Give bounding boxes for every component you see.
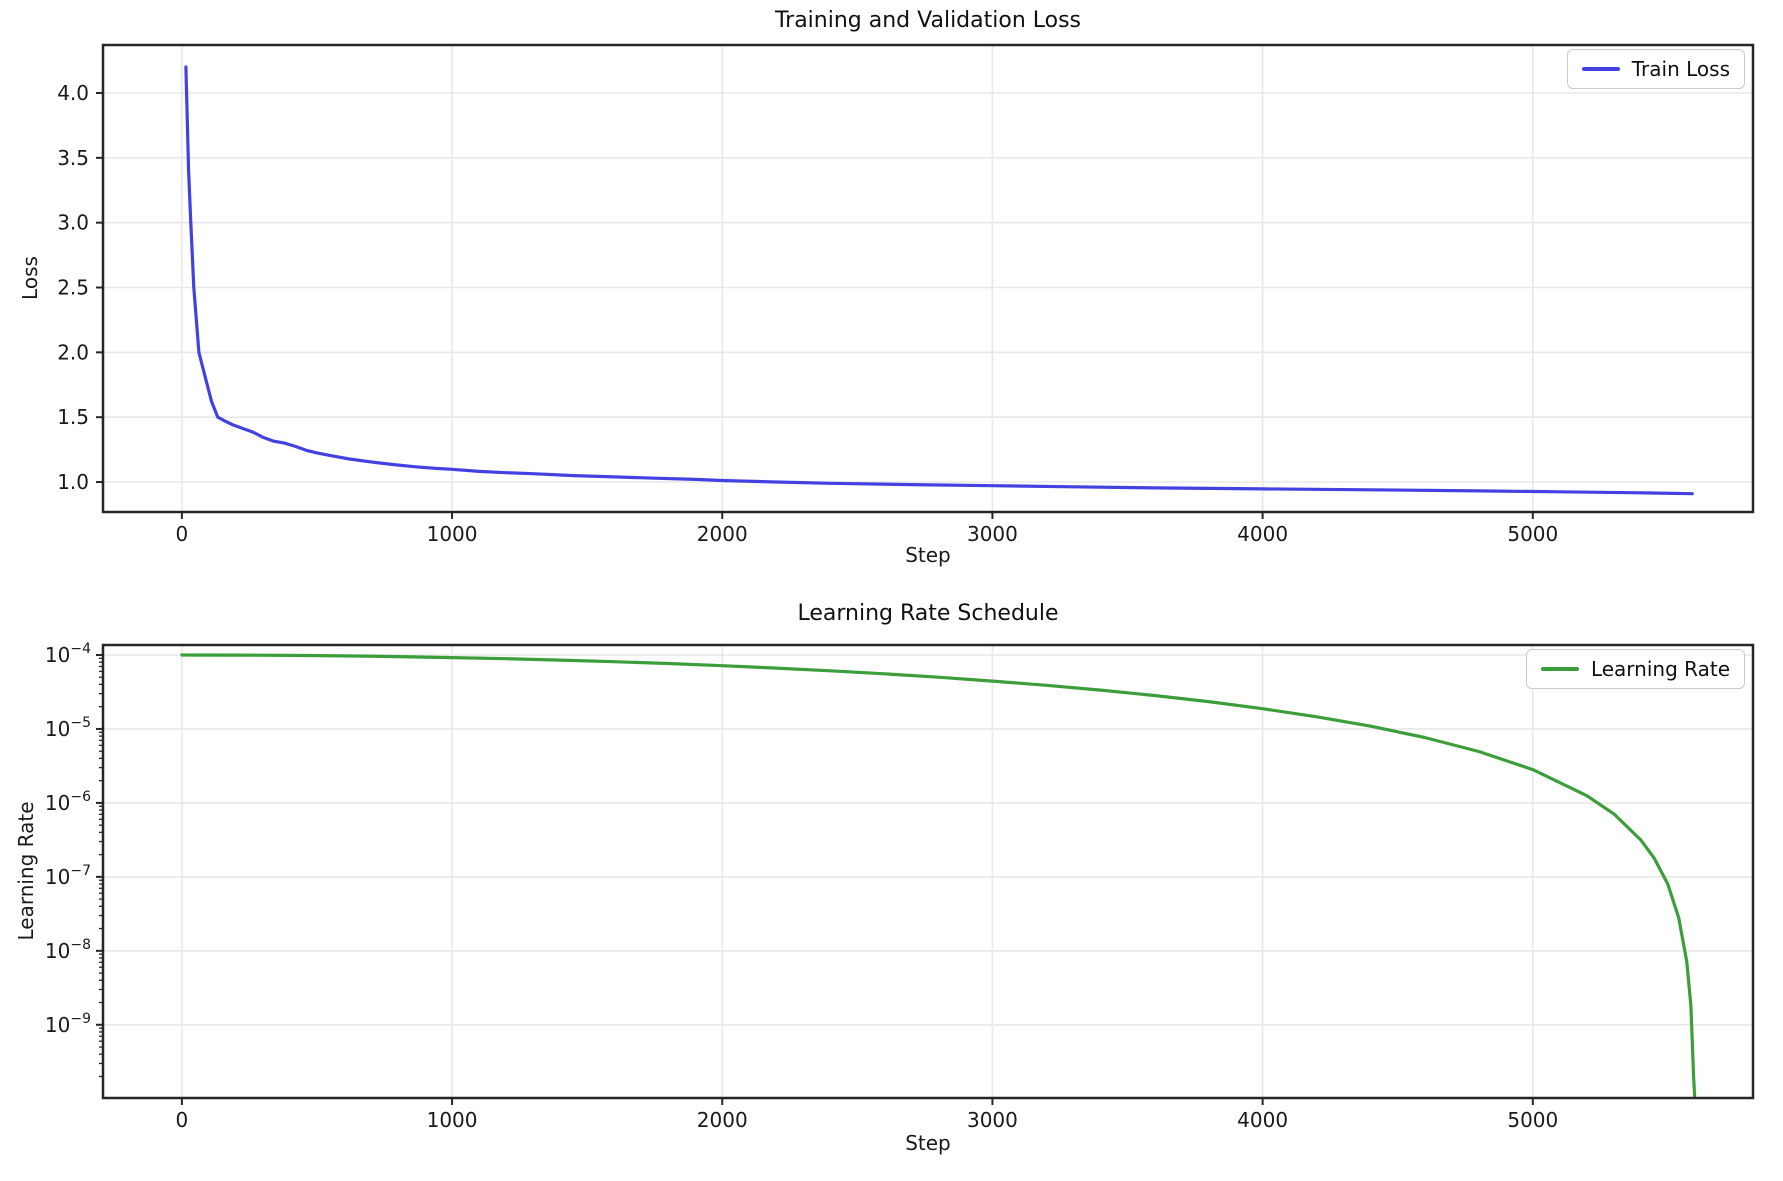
y-tick-label: 10−8 — [45, 937, 91, 963]
x-tick-label: 3000 — [967, 1108, 1018, 1132]
x-tick-label: 4000 — [1237, 1108, 1288, 1132]
y-tick-label: 1.0 — [57, 470, 89, 494]
y-tick-label: 4.0 — [57, 81, 89, 105]
y-tick-label: 10−9 — [45, 1011, 91, 1037]
x-tick-label: 1000 — [427, 522, 478, 546]
train-loss-plot: 0 1000 2000 3000 4000 5000 1.0 1.5 2.0 2.5 3.0 3.5 4… — [57, 43, 1755, 546]
y-tick-label: 2.0 — [57, 340, 89, 364]
x-tick-label: 5000 — [1507, 522, 1558, 546]
learning-rate-line-swatch — [1540, 667, 1579, 671]
loss-x-axis-label: Step — [905, 543, 951, 567]
lr-x-axis-label: Step — [905, 1131, 951, 1155]
x-tick-label: 2000 — [697, 1108, 748, 1132]
y-tick-label: 1.5 — [57, 405, 89, 429]
y-tick-label: 3.0 — [57, 211, 89, 235]
plot-border — [101, 643, 1755, 1100]
x-tick-label: 1000 — [427, 1108, 478, 1132]
x-tick-label: 0 — [176, 522, 189, 546]
learning-rate-plot: 0 1000 2000 3000 4000 5000 10−4 10−5 10−6 10−7 10−… — [45, 641, 1755, 1132]
learning-rate-legend-label: Learning Rate — [1590, 657, 1730, 681]
x-tick-label: 0 — [176, 1108, 189, 1132]
train-loss-curve — [184, 65, 1694, 496]
lr-y-axis-label: Learning Rate — [14, 801, 38, 941]
lr-legend: Learning Rate — [1525, 649, 1745, 689]
y-tick-label: 10−6 — [45, 789, 91, 815]
lr-chart-title: Learning Rate Schedule — [797, 601, 1059, 626]
y-tick-label: 10−7 — [45, 863, 91, 889]
x-tick-label: 4000 — [1237, 522, 1288, 546]
y-tick-label: 3.5 — [57, 146, 89, 170]
x-tick-label: 3000 — [967, 522, 1018, 546]
y-tick-label: 10−4 — [45, 641, 91, 667]
x-tick-label: 2000 — [697, 522, 748, 546]
loss-y-axis-label: Loss — [18, 256, 42, 300]
y-tick-label: 10−5 — [45, 715, 91, 741]
train-loss-line-swatch — [1581, 67, 1620, 71]
x-tick-label: 5000 — [1507, 1108, 1558, 1132]
loss-chart-title: Training and Validation Loss — [774, 8, 1082, 33]
train-loss-legend-label: Train Loss — [1631, 57, 1730, 81]
plot-border — [101, 43, 1755, 514]
learning-rate-curve — [180, 653, 1697, 1098]
loss-legend: Train Loss — [1566, 49, 1745, 89]
y-tick-label: 2.5 — [57, 276, 89, 300]
